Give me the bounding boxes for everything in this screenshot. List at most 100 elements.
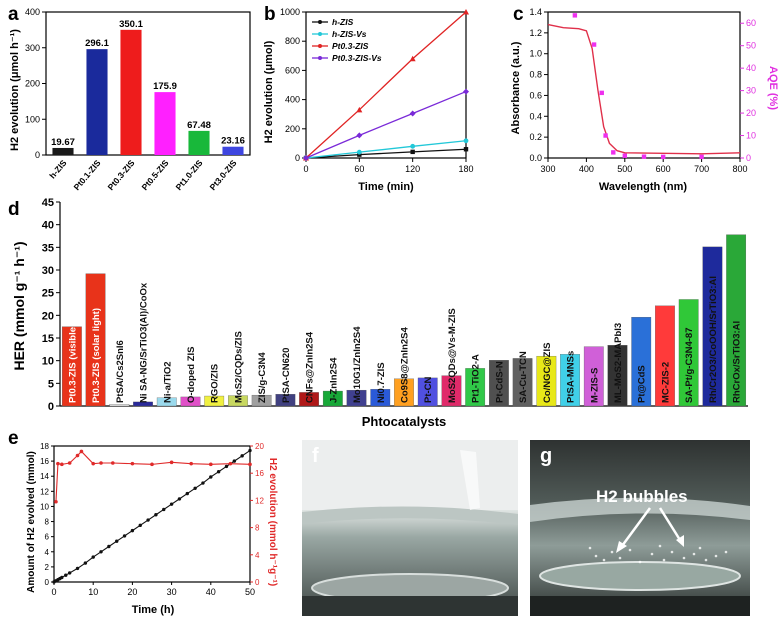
bubble [610,550,614,554]
category-label: RGO/ZIS [210,364,221,403]
x-tick-label: 700 [694,164,709,174]
photo-f-top [302,440,518,510]
panel-c-ylabel-left: Absorbance (a.u.) [510,41,522,134]
panel-b-ylabel: H2 evolution (μmol) [263,40,275,143]
y-tick-label-right: 20 [746,108,756,118]
bubble [682,556,686,560]
absorbance-curve [547,23,741,155]
photo-g: g H2 bubbles [530,440,750,616]
y-tick-label: 200 [25,79,40,89]
bar [154,92,176,155]
bar-value-label: 23.16 [221,136,245,147]
bar-value-label: 175.9 [153,81,177,92]
x-tick-label: 50 [245,587,255,597]
amount-point [185,491,189,496]
bubble [714,554,718,558]
x-tick-label: 120 [405,164,420,174]
y-tick-label: 600 [285,65,300,75]
panel-b-xlabel: Time (min) [358,181,414,193]
amount-point [67,571,72,575]
data-point [463,9,469,15]
amount-point [115,539,119,543]
aqe-point [699,154,704,160]
bar [678,299,699,407]
amount-point [232,459,237,463]
y-tick-label: 45 [42,197,54,209]
y-tick-label: 200 [285,124,300,134]
x-tick-label: 60 [354,164,364,174]
y-tick-label-right: 20 [255,442,264,451]
y-tick-label-left: 0.8 [529,70,542,80]
axes-frame [305,11,467,159]
aqe-point [611,150,616,155]
x-tick-label: 400 [579,164,594,174]
chart-a: 0 100 200 300 400 19.67 h-ZIS 296.1 Pt0.1-ZIS 350… [25,7,251,193]
rate-point [75,453,80,458]
bar [86,49,108,155]
rate-point [91,461,95,466]
x-tick-label: 40 [206,587,216,597]
photo-f-reflection [460,450,480,510]
category-label: PtSA/Cs2SnI6 [115,340,126,403]
axes-frame [53,445,251,583]
data-point [463,138,469,144]
panel-d-letter: d [8,199,20,220]
category-label: MoS2QDs@Vs-M-ZIS [447,308,458,403]
panel-b-letter: b [264,4,276,25]
category-label: MC-ZIS-2 [660,362,671,403]
y-tick-label-right: 60 [746,18,756,28]
bubbles-arrow-left [620,507,652,547]
y-tick-label-left: 8 [45,518,50,527]
panel-e-xlabel: Time (h) [132,604,175,616]
amount-point [201,481,205,485]
y-tick-label: 10 [42,356,54,368]
series-line [305,11,467,159]
category-label: SA-Cu-TCN [518,351,529,403]
series-line [305,148,467,159]
bar [133,401,153,407]
y-tick-label-right: 8 [255,524,260,533]
x-tick-label: 20 [127,587,137,597]
category-label: SA-Pt/g-C3N4-87 [684,328,695,404]
panel-a-ylabel: H2 evolution (μmol h⁻¹) [9,29,21,151]
data-point [409,55,416,62]
aqe-point [591,42,597,47]
photo-g-bubbles [588,544,728,564]
aqe-point [622,153,627,158]
amount-point [169,502,174,506]
chart-d: 0 5 10 15 20 25 30 35 40 45 Pt0.3-ZIS (visible lig… [42,197,748,413]
amount-point [193,486,197,491]
bar [441,375,462,407]
bar [52,147,74,155]
y-tick-label-left: 14 [40,472,49,481]
bubble [670,550,674,554]
bubble [618,556,622,560]
legend-marker [318,32,322,36]
bar [583,346,604,407]
category-label: Pt0.3-ZIS [105,158,136,193]
category-label: Ni SA-NG/SrTiO3(Al)/CoOx [139,282,150,403]
y-tick-label: 40 [42,220,54,232]
amount-point [224,464,229,469]
aqe-point [603,133,608,138]
aqe-point [599,90,604,96]
legend-label: Pt0.3-ZIS [332,41,369,51]
chart-c: 0.0 0.2 0.4 0.6 0.8 1.0 1.2 1.4 0 10 20 30 40 50 60 300… [529,7,756,174]
bar [702,246,723,407]
bubble [628,548,632,552]
data-point [410,149,415,155]
x-tick-label: 0 [51,587,56,597]
y-tick-label: 20 [42,310,54,322]
photo-g-base [530,596,750,616]
bar-value-label: 67.48 [187,120,211,131]
amount-point [75,566,80,571]
data-point [409,110,416,117]
panel-f-letter: f [312,445,319,467]
data-point [463,88,469,95]
y-tick-label-right: 16 [255,469,264,478]
bar [299,392,319,407]
category-label: ZIS/g-C3N4 [257,352,268,403]
amount-point [64,573,68,577]
bar [275,394,296,407]
bar [346,389,367,407]
